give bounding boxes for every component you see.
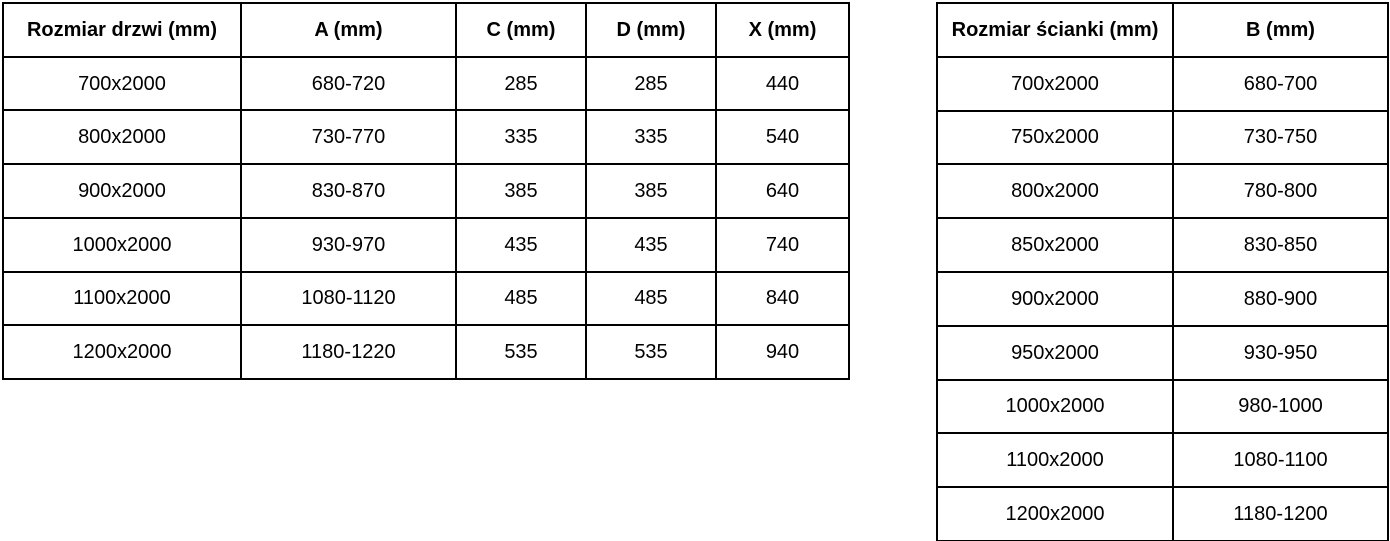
data-cell: 535 [585,324,717,380]
data-cell: 950x2000 [936,324,1174,381]
data-cell: 485 [585,270,717,327]
data-cell: 730-770 [240,109,457,166]
data-cell: 285 [585,55,717,112]
data-cell: 1100x2000 [2,270,242,327]
data-cell: 385 [455,163,587,219]
data-cell: 1080-1120 [240,270,457,327]
data-cell: 435 [455,216,587,273]
header-cell-a: A (mm) [240,2,457,58]
header-row: Rozmiar drzwi (mm) A (mm) C (mm) D (mm) … [2,2,850,58]
header-cell-c: C (mm) [455,2,587,58]
data-cell: 700x2000 [936,55,1174,112]
data-cell: 680-700 [1172,55,1389,112]
data-cell: 800x2000 [936,163,1174,220]
data-cell: 540 [715,109,850,166]
data-cell: 640 [715,163,850,219]
data-cell: 680-720 [240,55,457,112]
header-cell-d: D (mm) [585,2,717,58]
data-cell: 1100x2000 [936,432,1174,489]
data-cell: 850x2000 [936,217,1174,273]
table-row: 700x2000 680-700 [936,55,1389,112]
table-row: 950x2000 930-950 [936,324,1389,381]
data-cell: 535 [455,324,587,380]
data-cell: 335 [585,109,717,166]
table-row: 800x2000 730-770 335 335 540 [2,109,850,166]
data-cell: 740 [715,216,850,273]
data-cell: 1000x2000 [2,216,242,273]
table-row: 700x2000 680-720 285 285 440 [2,55,850,112]
data-cell: 940 [715,324,850,380]
header-cell-x: X (mm) [715,2,850,58]
table-row: 900x2000 880-900 [936,270,1389,327]
table-row: 800x2000 780-800 [936,163,1389,220]
table-row: 750x2000 730-750 [936,109,1389,166]
table-row: 1200x2000 1180-1200 [936,486,1389,541]
data-cell: 1200x2000 [2,324,242,380]
data-cell: 830-870 [240,163,457,219]
data-cell: 930-950 [1172,324,1389,381]
data-cell: 880-900 [1172,270,1389,327]
table-row: 1000x2000 930-970 435 435 740 [2,216,850,273]
table-row: 1100x2000 1080-1100 [936,432,1389,489]
data-cell: 1180-1220 [240,324,457,380]
data-cell: 285 [455,55,587,112]
data-cell: 335 [455,109,587,166]
table-row: 1000x2000 980-1000 [936,378,1389,435]
data-cell: 435 [585,216,717,273]
data-cell: 830-850 [1172,217,1389,273]
data-cell: 1200x2000 [936,486,1174,541]
door-dimensions-table: Rozmiar drzwi (mm) A (mm) C (mm) D (mm) … [2,2,850,380]
data-cell: 980-1000 [1172,378,1389,435]
header-cell-wall-size: Rozmiar ścianki (mm) [936,2,1174,58]
data-cell: 385 [585,163,717,219]
table-row: 1200x2000 1180-1220 535 535 940 [2,324,850,380]
data-cell: 840 [715,270,850,327]
data-cell: 750x2000 [936,109,1174,166]
wall-panel-dimensions-table: Rozmiar ścianki (mm) B (mm) 700x2000 680… [936,2,1389,541]
data-cell: 800x2000 [2,109,242,166]
table-row: 850x2000 830-850 [936,217,1389,273]
header-cell-b: B (mm) [1172,2,1389,58]
table-row: 900x2000 830-870 385 385 640 [2,163,850,219]
data-cell: 440 [715,55,850,112]
header-cell-door-size: Rozmiar drzwi (mm) [2,2,242,58]
header-row: Rozmiar ścianki (mm) B (mm) [936,2,1389,58]
data-cell: 485 [455,270,587,327]
data-cell: 700x2000 [2,55,242,112]
table-row: 1100x2000 1080-1120 485 485 840 [2,270,850,327]
data-cell: 780-800 [1172,163,1389,220]
data-cell: 730-750 [1172,109,1389,166]
data-cell: 1000x2000 [936,378,1174,435]
data-cell: 900x2000 [2,163,242,219]
data-cell: 900x2000 [936,270,1174,327]
data-cell: 930-970 [240,216,457,273]
data-cell: 1180-1200 [1172,486,1389,541]
data-cell: 1080-1100 [1172,432,1389,489]
